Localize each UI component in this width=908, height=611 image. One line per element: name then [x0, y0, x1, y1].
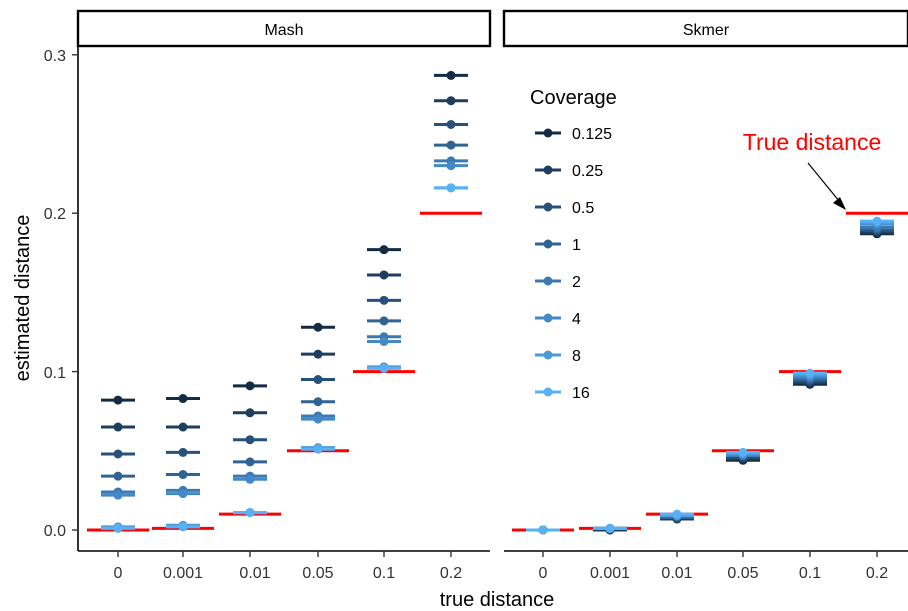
legend-key-point	[543, 350, 553, 360]
x-axis-title: true distance	[440, 589, 555, 611]
x-tick-label: 0.01	[661, 565, 692, 582]
legend-key-point	[543, 128, 553, 138]
data-point	[738, 447, 748, 457]
x-tick-label: 0.01	[239, 565, 270, 582]
plot-marks	[87, 70, 908, 535]
x-tick-label: 0	[539, 565, 548, 582]
true-distance-annotation: True distance	[743, 129, 882, 210]
annotation-text: True distance	[743, 129, 882, 155]
data-point	[446, 96, 456, 106]
data-point	[446, 161, 456, 171]
x-tick-label: 0.2	[440, 565, 462, 582]
legend-items: 0.125 0.25 0.5 1 2 4 8 16	[535, 126, 612, 402]
y-axis-ticks: 0.0 0.1 0.2 0.3	[44, 48, 66, 540]
data-point	[178, 394, 188, 404]
data-point	[872, 216, 882, 226]
data-point	[245, 381, 255, 391]
facet-strip-skmer: Skmer	[502, 9, 908, 48]
legend-key-point	[543, 202, 553, 212]
data-point	[605, 523, 615, 533]
facet-strip-mash: Mash	[76, 9, 492, 48]
data-point	[113, 471, 123, 481]
data-point	[446, 140, 456, 150]
legend-label: 4	[572, 311, 581, 328]
data-point	[313, 375, 323, 385]
legend-key-point	[543, 276, 553, 286]
y-tick-label: 0.1	[44, 365, 66, 382]
data-point	[178, 489, 188, 499]
data-point	[245, 474, 255, 484]
data-point	[113, 422, 123, 432]
legend-label: 2	[572, 274, 581, 291]
x-tick-label: 0.001	[590, 565, 630, 582]
y-tick-label: 0.3	[44, 48, 66, 65]
y-tick-label: 0.0	[44, 523, 66, 540]
x-tick-label: 0.05	[302, 565, 333, 582]
data-point	[446, 70, 456, 80]
legend-title: Coverage	[530, 87, 617, 109]
x-tick-label: 0.1	[373, 565, 395, 582]
data-point	[178, 422, 188, 432]
y-axis-title: estimated distance	[12, 215, 34, 382]
data-point	[178, 470, 188, 480]
data-point	[113, 449, 123, 459]
data-point	[379, 270, 389, 280]
facet-label-skmer: Skmer	[683, 22, 730, 39]
legend-label: 16	[572, 385, 590, 402]
data-point	[245, 508, 255, 518]
data-point	[538, 525, 548, 535]
x-tick-label: 0.1	[799, 565, 821, 582]
legend-key-point	[543, 165, 553, 175]
x-tick-labels-mash: 0 0.001 0.01 0.05 0.1 0.2	[114, 565, 463, 582]
data-point	[313, 414, 323, 424]
annotation-arrowhead	[833, 197, 846, 210]
data-point	[313, 444, 323, 454]
x-tick-label: 0.001	[163, 565, 203, 582]
data-point	[113, 523, 123, 533]
data-point	[313, 349, 323, 359]
data-point	[113, 395, 123, 405]
x-tick-label: 0	[114, 565, 123, 582]
x-tick-labels-skmer: 0 0.001 0.01 0.05 0.1 0.2	[539, 565, 889, 582]
data-point	[672, 509, 682, 519]
legend-label: 0.125	[572, 126, 612, 143]
legend-label: 8	[572, 348, 581, 365]
data-point	[379, 245, 389, 255]
x-tick-label: 0.2	[866, 565, 888, 582]
data-point	[245, 408, 255, 418]
data-point	[178, 522, 188, 532]
data-point	[379, 295, 389, 305]
data-point	[313, 322, 323, 332]
data-point	[245, 457, 255, 467]
legend: Coverage 0.125 0.25 0.5 1 2 4 8 16	[530, 87, 617, 402]
legend-label: 0.25	[572, 163, 603, 180]
legend-key-point	[543, 387, 553, 397]
data-point	[805, 368, 815, 378]
data-point	[446, 119, 456, 129]
x-tick-label: 0.05	[727, 565, 758, 582]
x-tick-marks	[117, 551, 878, 557]
data-point	[379, 363, 389, 373]
data-point	[379, 337, 389, 347]
data-point	[113, 490, 123, 500]
data-point	[379, 316, 389, 326]
y-tick-label: 0.2	[44, 206, 66, 223]
legend-key-point	[543, 239, 553, 249]
legend-key-point	[543, 313, 553, 323]
data-point	[245, 435, 255, 445]
legend-label: 0.5	[572, 200, 594, 217]
data-point	[178, 447, 188, 457]
facet-label-mash: Mash	[264, 22, 303, 39]
y-tick-marks	[72, 54, 78, 531]
data-point	[313, 397, 323, 407]
data-point	[446, 183, 456, 193]
legend-label: 1	[572, 237, 581, 254]
